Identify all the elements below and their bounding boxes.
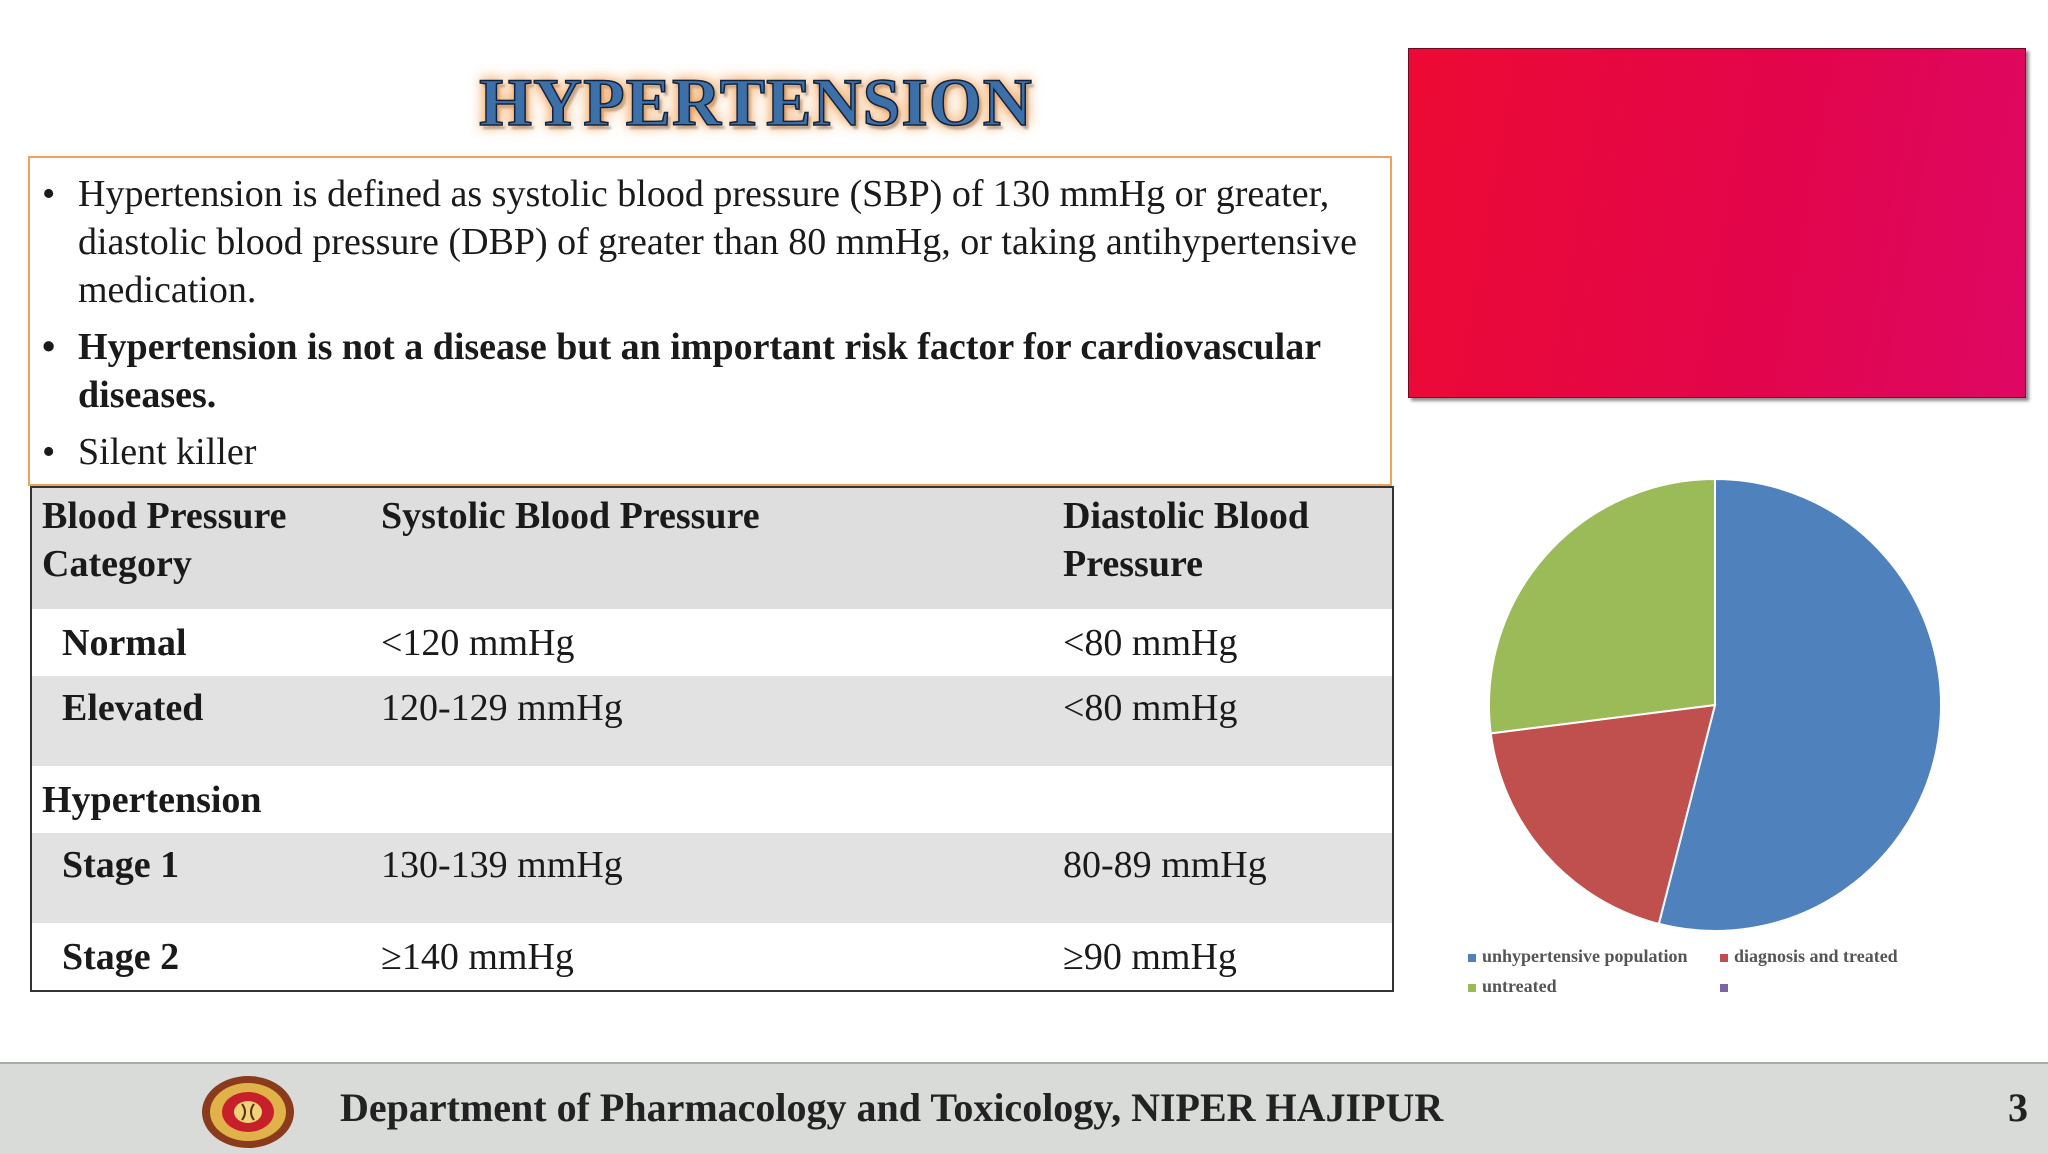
bullet-text: Hypertension is defined as systolic bloo…: [78, 173, 1358, 311]
header-diastolic: Diastolic Blood Pressure: [1053, 487, 1393, 609]
table-row: Normal <120 mmHg <80 mmHg: [31, 609, 1393, 676]
row-systolic: ≥140 mmHg: [371, 923, 1053, 991]
header-category: Blood Pressure Category: [31, 487, 371, 609]
row-diastolic: <80 mmHg: [1053, 676, 1393, 766]
row-category: Elevated: [31, 676, 371, 766]
legend-swatch: [1468, 953, 1476, 962]
bullet-item-silent-killer: • Silent killer: [42, 428, 1380, 476]
bullet-text: Hypertension is not a disease but an imp…: [78, 326, 1321, 416]
department-name: Department of Pharmacology and Toxicolog…: [340, 1085, 1444, 1130]
pie-slice-2: [1488, 477, 1716, 735]
legend-item-3: [1720, 976, 1734, 997]
bullet-item-risk-factor: • Hypertension is not a disease but an im…: [42, 323, 1380, 419]
row-systolic: <120 mmHg: [371, 609, 1053, 676]
red-image-placeholder: [1408, 48, 2026, 398]
header-systolic: Systolic Blood Pressure: [371, 487, 1053, 609]
bullet-icon: •: [42, 173, 56, 215]
row-diastolic: <80 mmHg: [1053, 609, 1393, 676]
pie-slice-1: [1489, 703, 1717, 926]
legend-swatch: [1468, 983, 1476, 992]
row-systolic: 120-129 mmHg: [371, 676, 1053, 766]
table-row: Hypertension: [31, 766, 1393, 833]
row-category: Stage 2: [31, 923, 371, 991]
table-row: Stage 1 130-139 mmHg 80-89 mmHg: [31, 833, 1393, 923]
row-systolic: 130-139 mmHg: [371, 833, 1053, 923]
slide-title: HYPERTENSION: [478, 63, 1033, 141]
legend-label: untreated: [1482, 976, 1557, 996]
table-row: Elevated 120-129 mmHg <80 mmHg: [31, 676, 1393, 766]
bullet-list: • Hypertension is defined as systolic blo…: [30, 158, 1390, 476]
row-diastolic: [1053, 766, 1393, 833]
blood-pressure-table: Blood Pressure Category Systolic Blood P…: [30, 486, 1394, 992]
footer-bar: Department of Pharmacology and Toxicolog…: [0, 1062, 2048, 1154]
table-header-row: Blood Pressure Category Systolic Blood P…: [31, 487, 1393, 609]
legend-item-0: unhypertensive population: [1468, 946, 1688, 967]
bullet-icon: •: [42, 326, 56, 368]
row-category: Hypertension: [31, 766, 371, 833]
niper-logo-icon: [202, 1076, 294, 1148]
legend-swatch: [1720, 953, 1728, 962]
row-category: Stage 1: [31, 833, 371, 923]
pie-chart: [1488, 477, 1942, 932]
pie-slice-0: [1657, 477, 1942, 932]
row-category: Normal: [31, 609, 371, 676]
bullet-text: Silent killer: [78, 431, 257, 473]
legend-label: diagnosis and treated: [1734, 946, 1898, 966]
row-diastolic: ≥90 mmHg: [1053, 923, 1393, 991]
legend-swatch: [1720, 983, 1728, 992]
legend-label: unhypertensive population: [1482, 946, 1688, 966]
row-diastolic: 80-89 mmHg: [1053, 833, 1393, 923]
legend-item-2: untreated: [1468, 976, 1557, 997]
bullet-icon: •: [42, 431, 56, 473]
legend-item-1: diagnosis and treated: [1720, 946, 1898, 967]
bullet-text-box: • Hypertension is defined as systolic blo…: [28, 156, 1392, 486]
bullet-item-definition: • Hypertension is defined as systolic blo…: [42, 170, 1380, 314]
row-systolic: [371, 766, 1053, 833]
page-number: 3: [2008, 1085, 2028, 1130]
table-row: Stage 2 ≥140 mmHg ≥90 mmHg: [31, 923, 1393, 991]
